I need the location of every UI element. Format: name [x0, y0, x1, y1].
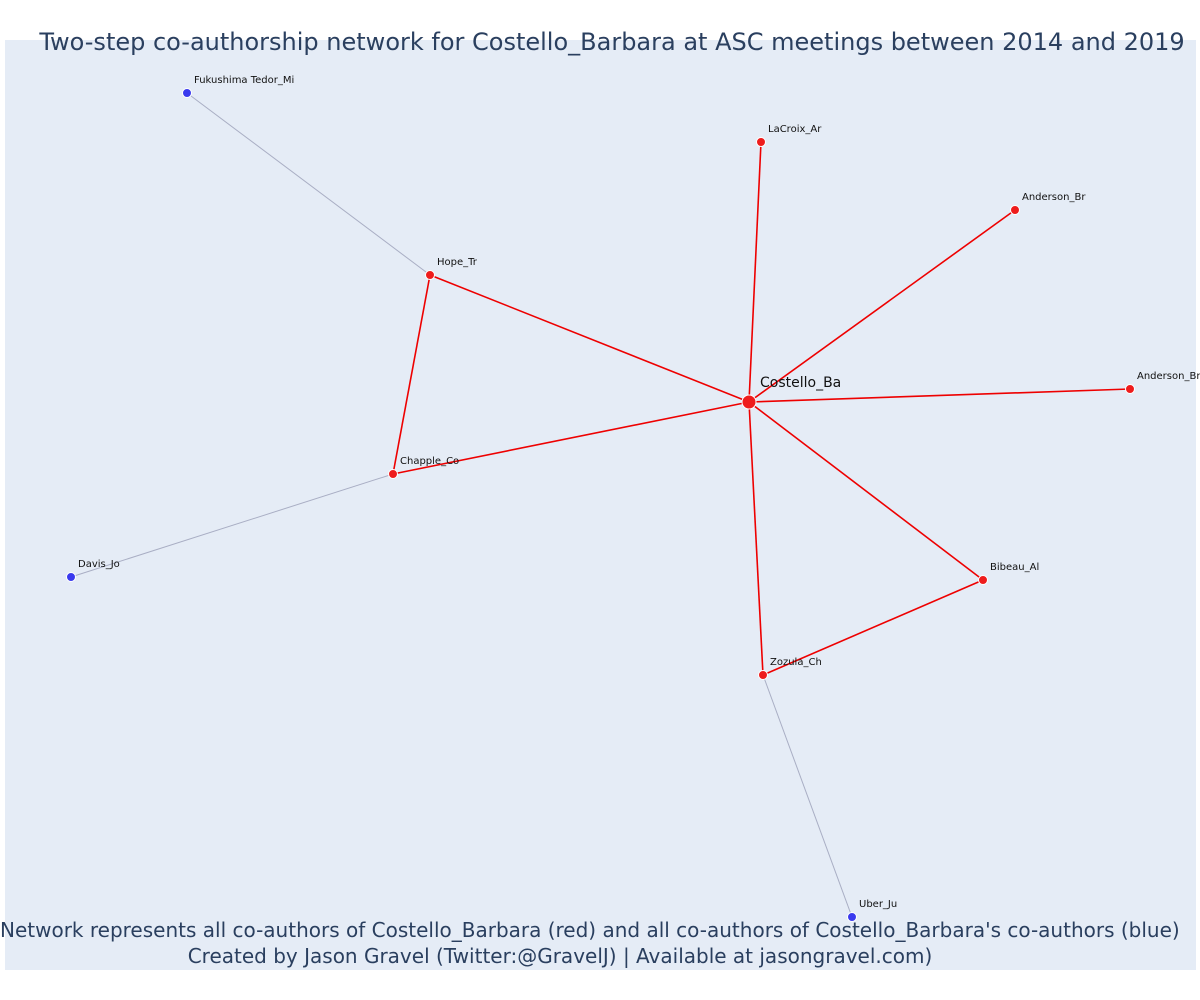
edge-costello-anderson1	[748, 209, 1016, 403]
node-label-bibeau: Bibeau_Al	[990, 562, 1039, 573]
edge-zozula-uber	[762, 674, 853, 918]
node-label-davis: Davis_Jo	[78, 559, 120, 570]
chart-title: Two-step co-authorship network for Coste…	[39, 28, 1185, 56]
node-label-anderson2: Anderson_Br	[1137, 371, 1200, 382]
node-label-uber: Uber_Ju	[859, 899, 897, 910]
edge-costello-bibeau	[748, 401, 984, 581]
node-davis[interactable]	[66, 572, 76, 582]
node-fukushima[interactable]	[182, 88, 192, 98]
edge-bibeau-zozula	[762, 579, 984, 676]
node-label-chapple: Chapple_Co	[400, 456, 459, 467]
edge-costello-anderson2	[748, 388, 1131, 403]
footnote-line-2: Created by Jason Gravel (Twitter:@Gravel…	[187, 944, 933, 968]
node-bibeau[interactable]	[978, 575, 988, 585]
node-label-hope: Hope_Tr	[437, 257, 478, 268]
node-label-anderson1: Anderson_Br	[1022, 192, 1086, 203]
edge-costello-lacroix	[748, 141, 762, 403]
node-anderson2[interactable]	[1125, 384, 1135, 394]
node-label-costello: Costello_Ba	[760, 375, 841, 391]
node-label-lacroix: LaCroix_Ar	[768, 124, 822, 135]
labels-layer: Costello_Ba LaCroix_Ar Anderson_Br Anderson…	[78, 75, 1200, 910]
node-hope[interactable]	[425, 270, 435, 280]
node-chapple[interactable]	[388, 469, 398, 479]
footnote: Network represents all co-authors of Cos…	[0, 917, 1180, 969]
node-anderson1[interactable]	[1010, 205, 1020, 215]
node-label-zozula: Zozula_Ch	[770, 657, 822, 668]
node-costello[interactable]	[741, 394, 757, 410]
edge-costello-hope	[429, 274, 750, 403]
node-zozula[interactable]	[758, 670, 768, 680]
node-uber[interactable]	[847, 912, 857, 922]
footnote-line-1: Network represents all co-authors of Cos…	[0, 918, 1180, 942]
edge-chapple-davis	[70, 473, 394, 578]
node-lacroix[interactable]	[756, 137, 766, 147]
edge-hope-fukushima	[186, 92, 431, 276]
edges-layer	[70, 92, 1131, 918]
edge-costello-zozula	[748, 401, 764, 676]
edge-costello-chapple	[392, 401, 750, 475]
edge-hope-chapple	[392, 274, 431, 475]
nodes-layer	[66, 88, 1135, 922]
node-label-fukushima: Fukushima Tedor_Mi	[194, 75, 294, 86]
plot-area	[5, 40, 1196, 970]
